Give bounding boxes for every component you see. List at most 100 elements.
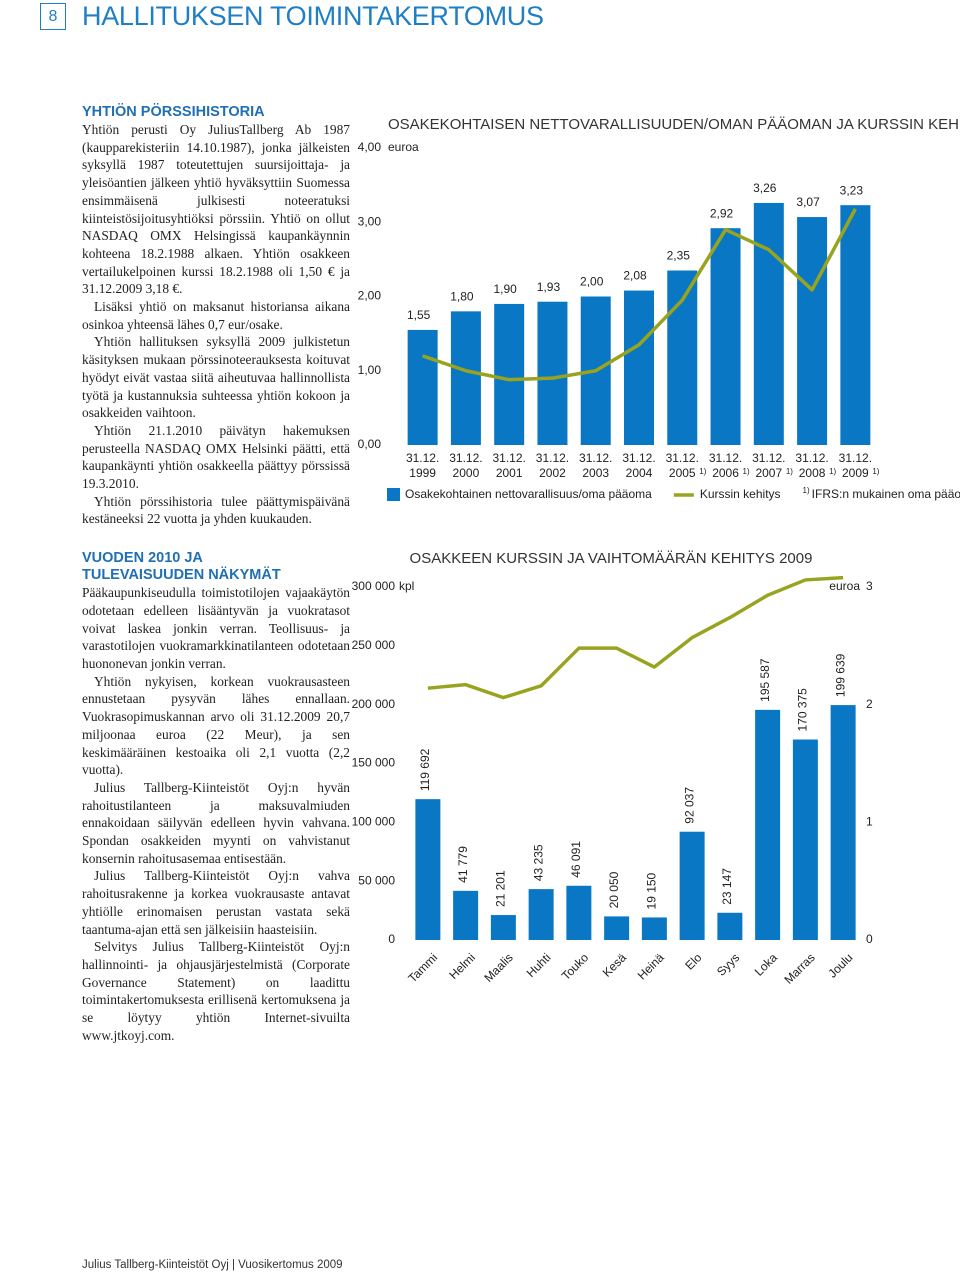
bar bbox=[537, 301, 568, 445]
x-tick-label: 31.12. bbox=[406, 451, 439, 465]
x-tick-note: 1) bbox=[699, 467, 706, 476]
paragraph: Lisäksi yhtiö on maksanut historiansa ai… bbox=[82, 299, 350, 332]
x-tick-note: 1) bbox=[786, 467, 793, 476]
y-tick-label: 3,00 bbox=[358, 214, 382, 228]
paragraph: Julius Tallberg-Kiinteistöt Oyj:n hyvän … bbox=[82, 779, 350, 866]
x-tick-label: 31.12. bbox=[839, 451, 872, 465]
value-label: 1,55 bbox=[407, 308, 431, 322]
x-tick-label: Maalis bbox=[481, 950, 515, 984]
y-tick-label: 250 000 bbox=[352, 638, 396, 652]
heading-line: TULEVAISUUDEN NÄKYMÄT bbox=[82, 567, 281, 584]
paragraph: Pääkaupunkiseudulla toimistotilojen vaja… bbox=[82, 585, 350, 671]
bar bbox=[755, 709, 781, 940]
value-label: 2,08 bbox=[623, 269, 647, 283]
bar bbox=[528, 889, 554, 940]
x-tick-label: Elo bbox=[682, 950, 704, 972]
paragraph: Selvitys Julius Tallberg-Kiinteistöt Oyj… bbox=[82, 939, 350, 1043]
y-tick-label: 0 bbox=[388, 932, 395, 946]
x-tick-label: 2004 bbox=[626, 466, 653, 480]
value-label: 119 692 bbox=[418, 748, 432, 791]
legend-swatch bbox=[387, 488, 400, 501]
x-tick-label: 31.12. bbox=[666, 451, 699, 465]
x-tick-label: 31.12. bbox=[579, 451, 612, 465]
x-tick-label: 2006 bbox=[712, 466, 739, 480]
bar bbox=[407, 329, 438, 445]
paragraph: Yhtiön 21.1.2010 päivätyn hakemuksen per… bbox=[82, 422, 350, 492]
value-label: 19 150 bbox=[645, 872, 659, 909]
bar bbox=[792, 739, 818, 940]
bar bbox=[797, 217, 828, 445]
bar bbox=[494, 303, 525, 445]
y2-tick-label: 3 bbox=[866, 579, 873, 593]
paragraph: Yhtiön nykyisen, korkean vuokrausasteen … bbox=[82, 673, 350, 778]
paragraph: Yhtiön perusti Oy JuliusTallberg Ab 1987… bbox=[82, 122, 350, 297]
value-label: 2,92 bbox=[710, 206, 734, 220]
x-tick-label: Touko bbox=[559, 950, 592, 983]
bar bbox=[710, 228, 741, 445]
x-tick-label: 31.12. bbox=[795, 451, 828, 465]
chart-title: OSAKEKOHTAISEN NETTOVARALLISUUDEN/OMAN P… bbox=[388, 116, 960, 133]
bar bbox=[453, 890, 479, 940]
value-label: 1,93 bbox=[537, 280, 561, 294]
bar bbox=[830, 705, 856, 940]
value-label: 41 779 bbox=[456, 846, 470, 883]
value-label: 199 639 bbox=[833, 653, 847, 697]
x-tick-label: Loka bbox=[752, 950, 781, 979]
x-tick-label: 2003 bbox=[582, 466, 609, 480]
value-label: 20 050 bbox=[607, 871, 621, 908]
text-column: YHTIÖN PÖRSSIHISTORIA Yhtiön perusti Oy J… bbox=[82, 104, 350, 1044]
y-tick-label: 50 000 bbox=[358, 873, 395, 887]
y-tick-label: 0,00 bbox=[358, 437, 382, 451]
value-label: 170 375 bbox=[796, 688, 810, 732]
x-tick-label: Huhti bbox=[524, 950, 554, 980]
bar bbox=[415, 799, 441, 940]
note: IFRS:n mukainen oma pääoma bbox=[812, 487, 960, 501]
x-tick-label: 31.12. bbox=[622, 451, 655, 465]
page-title: HALLITUKSEN TOIMINTAKERTOMUS bbox=[82, 1, 544, 31]
bar bbox=[604, 916, 630, 940]
line-series bbox=[427, 575, 844, 700]
y2-tick-label: 2 bbox=[866, 697, 873, 711]
x-tick-note: 1) bbox=[743, 467, 750, 476]
x-tick-label: 2001 bbox=[496, 466, 523, 480]
y-tick-label: 2,00 bbox=[358, 289, 382, 303]
bar bbox=[490, 915, 516, 940]
x-tick-label: 2005 bbox=[669, 466, 696, 480]
y-axis-unit: euroa bbox=[388, 140, 419, 154]
heading-line: VUODEN 2010 JA bbox=[82, 550, 203, 567]
value-label: 92 037 bbox=[682, 787, 696, 824]
y-tick-label: 100 000 bbox=[352, 815, 396, 829]
bar bbox=[840, 205, 871, 445]
x-tick-label: Syys bbox=[714, 950, 742, 978]
bar bbox=[641, 917, 667, 940]
x-tick-label: 31.12. bbox=[536, 451, 569, 465]
y2-axis-unit: euroa bbox=[829, 579, 860, 593]
x-tick-note: 1) bbox=[829, 467, 836, 476]
y-tick-label: 1,00 bbox=[358, 363, 382, 377]
bar bbox=[624, 290, 654, 445]
section: VUODEN 2010 JA TULEVAISUUDEN NÄKYMÄT Pääka… bbox=[82, 550, 350, 1044]
x-tick-label: 31.12. bbox=[709, 451, 742, 465]
bar bbox=[717, 912, 743, 940]
section-heading: VUODEN 2010 JA TULEVAISUUDEN NÄKYMÄT bbox=[82, 550, 350, 584]
bar bbox=[667, 270, 698, 445]
value-label: 23 147 bbox=[720, 868, 734, 905]
y-tick-label: 300 000 bbox=[352, 579, 396, 593]
x-tick-label: 31.12. bbox=[752, 451, 785, 465]
legend-label: Kurssin kehitys bbox=[700, 487, 781, 501]
section: YHTIÖN PÖRSSIHISTORIA Yhtiön perusti Oy J… bbox=[82, 104, 350, 528]
value-label: 2,00 bbox=[580, 275, 604, 289]
value-label: 1,80 bbox=[450, 290, 474, 304]
note-marker: 1) bbox=[803, 486, 810, 495]
section-heading: YHTIÖN PÖRSSIHISTORIA bbox=[82, 104, 350, 121]
paragraph: Yhtiön hallituksen syksyllä 2009 julkist… bbox=[82, 334, 350, 421]
bar bbox=[450, 311, 481, 445]
y-tick-label: 200 000 bbox=[352, 697, 396, 711]
x-tick-label: Heinä bbox=[635, 950, 667, 982]
value-label: 1,90 bbox=[494, 282, 518, 296]
x-tick-label: 31.12. bbox=[449, 451, 482, 465]
x-tick-label: Helmi bbox=[446, 950, 478, 982]
paragraph: Yhtiön pörssihistoria tulee päättymispäi… bbox=[82, 493, 350, 527]
x-tick-label: 2007 bbox=[755, 466, 782, 480]
